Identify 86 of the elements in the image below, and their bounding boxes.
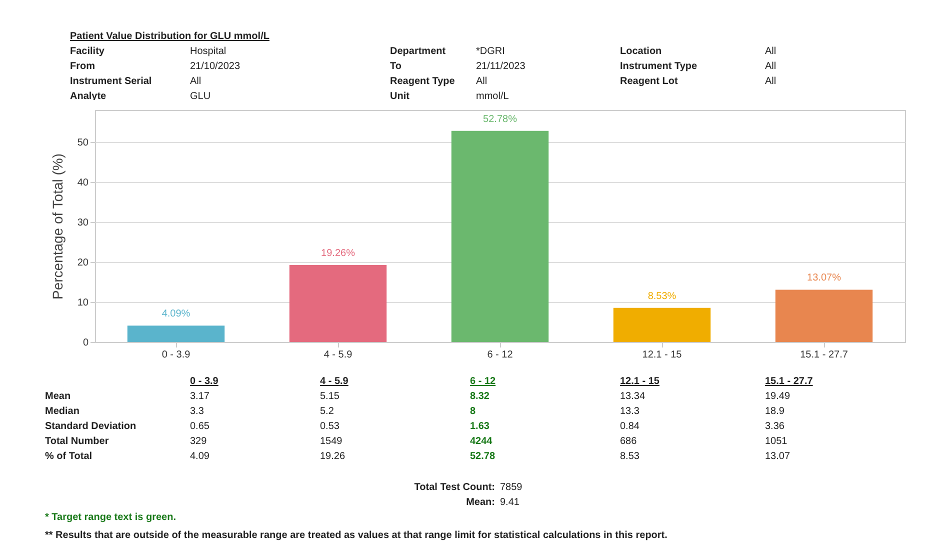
text: 3.3 bbox=[190, 406, 204, 417]
text: 21/11/2023 bbox=[476, 61, 526, 72]
text: 1051 bbox=[765, 436, 788, 447]
text: Total Number bbox=[45, 436, 109, 447]
text: ** Results that are outside of the measurable range are treated as values at that range limit for statistical calculations in this report. bbox=[45, 530, 668, 541]
text: 9.41 bbox=[500, 497, 520, 508]
text: 13.3 bbox=[620, 406, 640, 417]
text: 19.49 bbox=[765, 391, 790, 402]
x-tick-label: 4 - 5.9 bbox=[324, 350, 353, 360]
text: 52.78 bbox=[470, 451, 496, 462]
text: Total Test Count: bbox=[413, 482, 495, 493]
text: 7859 bbox=[500, 482, 522, 493]
bar bbox=[775, 290, 873, 342]
text: Reagent Lot bbox=[620, 76, 678, 87]
chart-title: Patient Value Distribution for GLU mmol/L bbox=[70, 31, 270, 42]
text: Department bbox=[390, 46, 446, 57]
category-label: 4 - 5.9 bbox=[320, 376, 348, 387]
text: Unit bbox=[390, 91, 410, 102]
text: 0.65 bbox=[190, 421, 210, 432]
bar bbox=[127, 326, 225, 342]
data-label: 4.09% bbox=[162, 308, 190, 320]
text: 8.32 bbox=[470, 391, 490, 402]
text: 19.26 bbox=[320, 451, 346, 462]
text: 4.09 bbox=[190, 451, 210, 462]
text: 1549 bbox=[320, 436, 342, 447]
text: 3.36 bbox=[765, 421, 784, 432]
y-tick-label: 30 bbox=[77, 218, 89, 228]
data-label: 13.07% bbox=[807, 272, 842, 284]
text: All bbox=[765, 76, 776, 87]
text: 0.84 bbox=[620, 421, 640, 432]
bar bbox=[289, 264, 387, 342]
y-tick-label: 40 bbox=[77, 178, 89, 188]
text: % of Total bbox=[45, 451, 92, 462]
text: 8.53 bbox=[620, 451, 640, 462]
y-tick-label: 50 bbox=[77, 138, 89, 148]
text: Hospital bbox=[190, 46, 226, 57]
text: All bbox=[765, 46, 776, 57]
text: 4244 bbox=[470, 436, 492, 447]
text: Median bbox=[45, 406, 80, 417]
x-tick-label: 6 - 12 bbox=[487, 350, 514, 360]
text: *DGRI bbox=[476, 46, 505, 57]
text: To bbox=[390, 61, 402, 72]
text: Reagent Type bbox=[390, 76, 455, 87]
category-label: 15.1 - 27.7 bbox=[765, 376, 813, 387]
text: 3.17 bbox=[190, 391, 210, 402]
y-tick-label: 20 bbox=[77, 258, 89, 268]
text: 0.53 bbox=[320, 421, 340, 432]
text: 18.9 bbox=[765, 406, 784, 417]
text: 686 bbox=[620, 436, 637, 447]
category-label: 12.1 - 15 bbox=[620, 376, 660, 387]
text: 5.15 bbox=[320, 391, 340, 402]
text: GLU bbox=[190, 91, 211, 102]
text: All bbox=[476, 76, 488, 87]
text: Location bbox=[620, 46, 662, 57]
y-axis-title: Percentage of Total (%) bbox=[49, 153, 66, 300]
text: 8 bbox=[470, 406, 476, 417]
text: 1.63 bbox=[470, 421, 490, 432]
x-tick-label: 15.1 - 27.7 bbox=[800, 350, 848, 360]
x-tick-label: 0 - 3.9 bbox=[162, 350, 191, 360]
category-label: 0 - 3.9 bbox=[190, 376, 218, 387]
text: Instrument Type bbox=[620, 61, 698, 72]
text: 13.07 bbox=[765, 451, 790, 462]
text: Mean: bbox=[465, 497, 495, 508]
data-label: 19.26% bbox=[321, 248, 356, 259]
text: 5.2 bbox=[320, 406, 334, 417]
text: Instrument Serial bbox=[70, 76, 152, 87]
data-label: 8.53% bbox=[648, 290, 676, 302]
data-label: 52.78% bbox=[483, 114, 518, 125]
bar bbox=[451, 130, 549, 342]
text: From bbox=[70, 61, 95, 72]
text: Standard Deviation bbox=[45, 421, 136, 432]
text: 21/10/2023 bbox=[190, 61, 240, 72]
text: Mean bbox=[45, 391, 71, 402]
x-tick-label: 12.1 - 15 bbox=[642, 350, 682, 360]
text: All bbox=[765, 61, 776, 72]
text: 13.34 bbox=[620, 391, 646, 402]
category-label: 6 - 12 bbox=[470, 376, 496, 387]
text: Facility bbox=[70, 46, 104, 57]
text: mmol/L bbox=[476, 91, 509, 102]
y-tick-label: 10 bbox=[77, 298, 89, 308]
text: All bbox=[190, 76, 202, 87]
text: * Target range text is green. bbox=[45, 512, 176, 523]
y-tick-label: 0 bbox=[82, 338, 89, 348]
bar bbox=[613, 308, 711, 342]
text: Analyte bbox=[70, 91, 106, 102]
text: 329 bbox=[190, 436, 207, 447]
